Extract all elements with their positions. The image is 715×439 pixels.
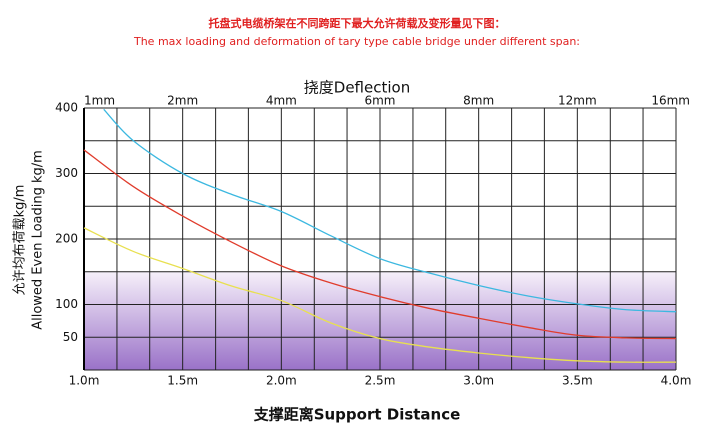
y-tick-label: 100 bbox=[55, 297, 78, 311]
x-tick-label: 4.0m bbox=[661, 374, 692, 388]
y-tick-label: 50 bbox=[63, 330, 78, 344]
chart-subtitle: The max loading and deformation of tary … bbox=[133, 35, 580, 48]
x2-tick-label: 4mm bbox=[266, 94, 297, 108]
x-tick-label: 2.0m bbox=[266, 374, 297, 388]
x-tick-label: 3.5m bbox=[562, 374, 593, 388]
x-tick-label: 2.5m bbox=[365, 374, 396, 388]
x2-axis-label: 挠度Deflection bbox=[304, 79, 410, 97]
chart-title: 托盘式电缆桥架在不同跨距下最大允许荷载及变形量见下图： bbox=[209, 16, 506, 30]
line bbox=[83, 149, 677, 340]
y-axis-label: Allowed Even Loading kg/m bbox=[31, 150, 46, 330]
x2-tick-label: 12mm bbox=[558, 94, 597, 108]
y-tick-label: 400 bbox=[55, 101, 78, 115]
y-axis-label: 允许均布荷载kg/m bbox=[12, 185, 28, 296]
y-tick-label: 300 bbox=[55, 166, 78, 180]
x2-tick-label: 1mm bbox=[84, 94, 115, 108]
x-tick-label: 1.5m bbox=[167, 374, 198, 388]
x-axis-label: 支撑距离Support Distance bbox=[253, 406, 461, 424]
line bbox=[103, 108, 677, 313]
x2-tick-label: 8mm bbox=[463, 94, 494, 108]
x2-tick-label: 6mm bbox=[364, 94, 395, 108]
x2-tick-label: 2mm bbox=[167, 94, 198, 108]
x2-tick-label: 16mm bbox=[651, 94, 690, 108]
x-tick-label: 3.0m bbox=[463, 374, 494, 388]
y-tick-label: 200 bbox=[55, 232, 78, 246]
x-tick-label: 1.0m bbox=[69, 374, 100, 388]
line bbox=[83, 227, 677, 363]
